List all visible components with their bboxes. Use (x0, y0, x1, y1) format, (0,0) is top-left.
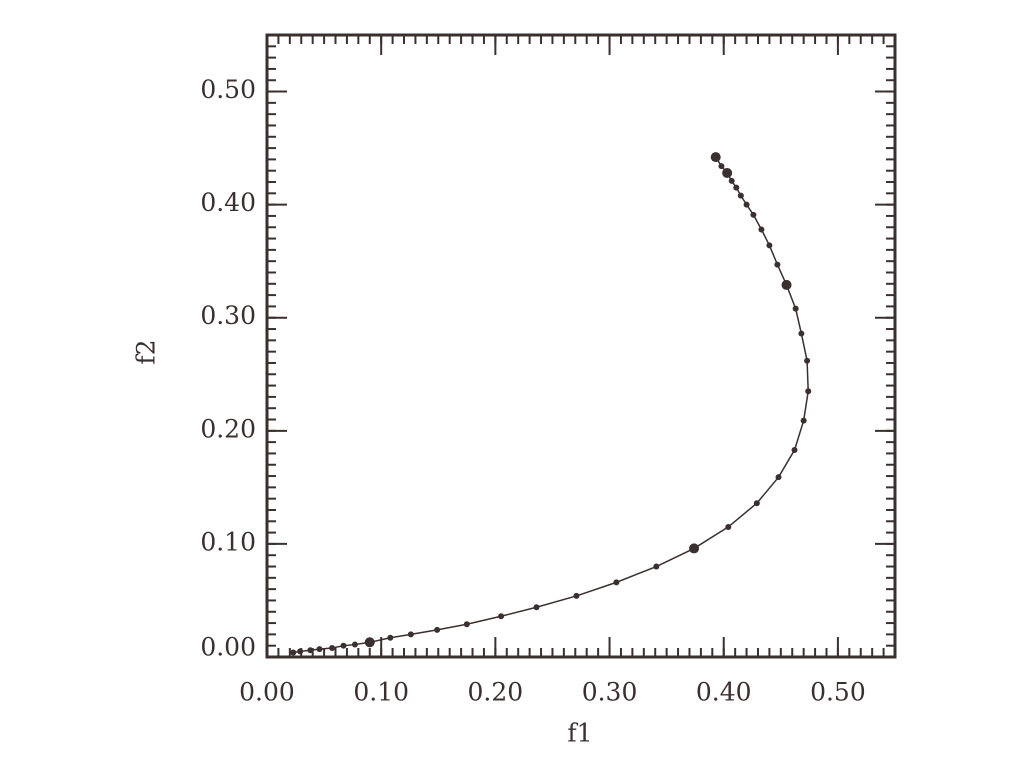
point (290, 649, 297, 656)
point (725, 523, 732, 530)
point (710, 152, 721, 163)
point (498, 613, 505, 620)
point (800, 417, 807, 424)
x-tick-label: 0.30 (582, 678, 638, 707)
point (307, 647, 314, 654)
point (316, 646, 323, 653)
point (387, 634, 394, 641)
point (329, 644, 336, 651)
curve (293, 156, 809, 654)
point (728, 177, 735, 184)
point (573, 592, 580, 599)
point (775, 474, 782, 481)
x-axis-label: f1 (567, 719, 592, 748)
point (340, 642, 347, 649)
point (805, 388, 812, 395)
plot-frame (265, 33, 897, 659)
point (613, 579, 620, 586)
x-tick-label: 0.00 (239, 678, 295, 707)
x-tick-label: 0.20 (468, 678, 524, 707)
x-tick-label: 0.10 (353, 678, 409, 707)
point (364, 637, 375, 648)
y-tick-label: 0.20 (200, 414, 256, 443)
point (791, 447, 798, 454)
point (798, 330, 805, 337)
y-tick-label: 0.50 (200, 75, 256, 104)
point (533, 604, 540, 611)
point (774, 261, 781, 268)
point (407, 631, 414, 638)
point (689, 543, 700, 554)
point (766, 242, 773, 249)
point (434, 626, 441, 633)
point (718, 163, 725, 170)
point (297, 648, 304, 655)
point (463, 621, 470, 628)
point (804, 357, 811, 364)
point (750, 211, 757, 218)
y-tick-label: 0.30 (200, 301, 256, 330)
point (753, 500, 760, 507)
y-tick-label: 0.00 (200, 633, 256, 662)
point (758, 226, 765, 233)
x-tick-label: 0.40 (696, 678, 752, 707)
y-axis-label: f2 (132, 339, 161, 364)
x-tick-label: 0.50 (810, 678, 866, 707)
y-tick-label: 0.10 (200, 527, 256, 556)
point (781, 279, 792, 290)
y-tick-label: 0.40 (200, 188, 256, 217)
point (733, 184, 740, 191)
point (792, 305, 799, 312)
point (737, 192, 744, 199)
point (351, 641, 358, 648)
point (722, 167, 733, 178)
point (653, 563, 660, 570)
point (743, 201, 750, 208)
